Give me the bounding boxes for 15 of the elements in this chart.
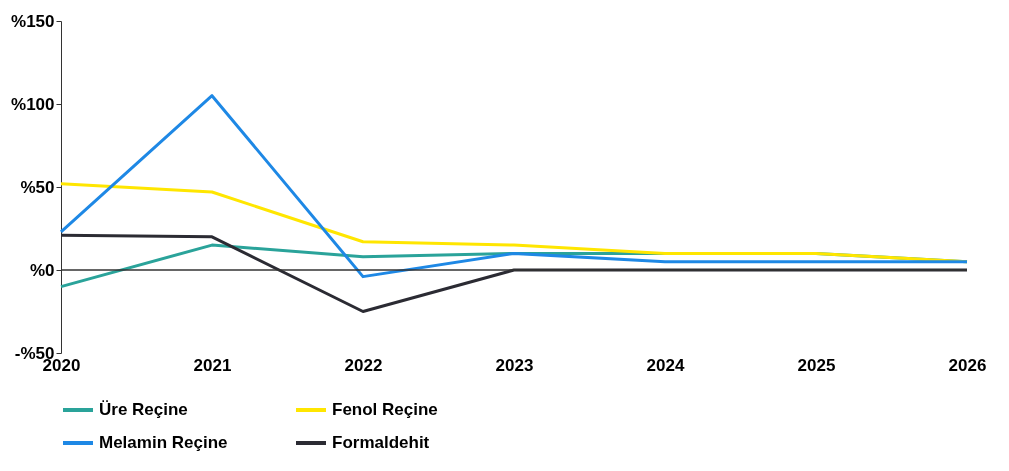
legend-label: Formaldehit bbox=[332, 433, 430, 452]
x-tick-label: 2023 bbox=[495, 355, 534, 375]
y-tick-label: %0 bbox=[29, 260, 55, 280]
legend-label: Fenol Reçine bbox=[332, 400, 438, 419]
x-tick-label: 2021 bbox=[193, 355, 232, 375]
y-tick-label: %100 bbox=[11, 94, 55, 114]
y-tick-label: %50 bbox=[20, 177, 55, 197]
x-tick-label: 2024 bbox=[646, 355, 685, 375]
x-tick-label: 2026 bbox=[948, 355, 987, 375]
legend-label: Üre Reçine bbox=[99, 400, 188, 419]
legend-label: Melamin Reçine bbox=[99, 433, 228, 452]
x-tick-label: 2022 bbox=[344, 355, 383, 375]
x-tick-label: 2025 bbox=[797, 355, 836, 375]
line-series bbox=[59, 94, 969, 279]
y-tick-label: %150 bbox=[11, 11, 55, 31]
